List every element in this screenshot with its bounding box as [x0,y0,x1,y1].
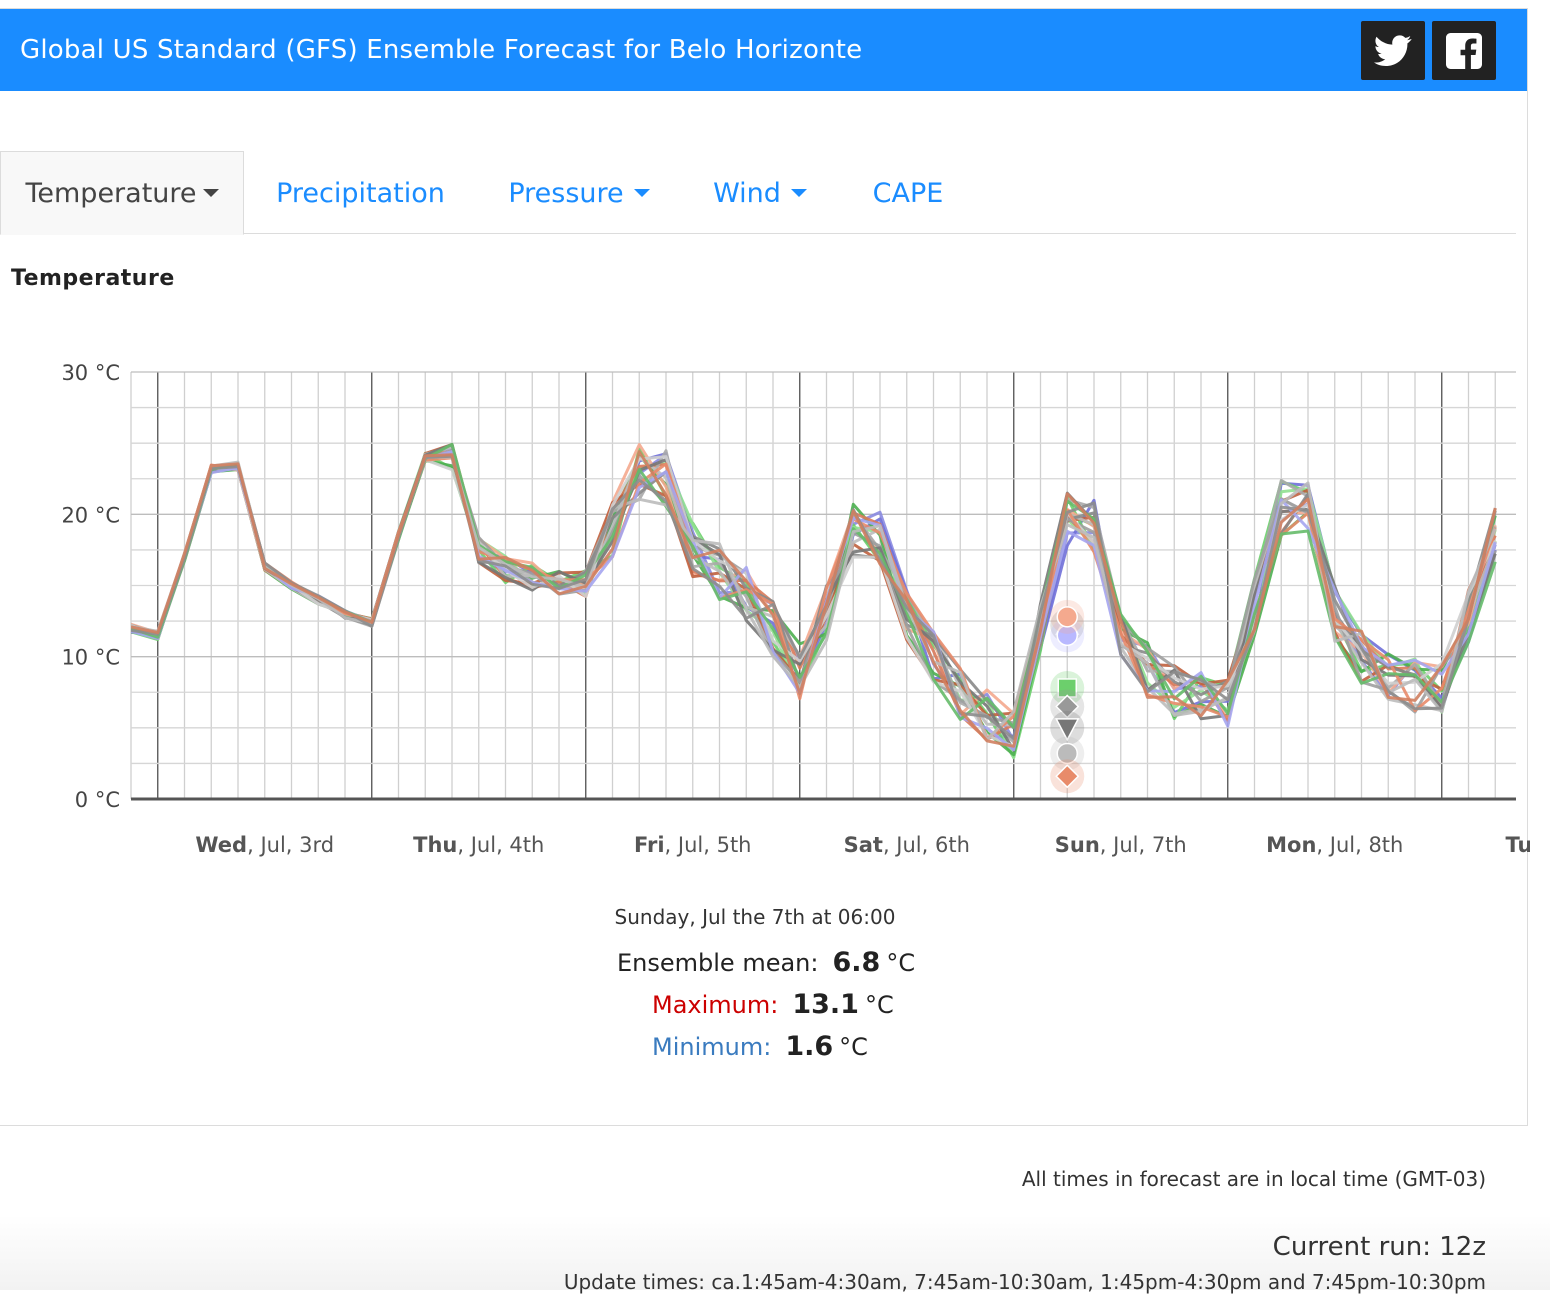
mean-line: Ensemble mean: 6.8 °C [617,947,915,978]
mean-label: Ensemble mean: [617,949,819,977]
tab-label: Wind [713,177,781,209]
x-tick-day: Thu [413,833,457,857]
tab-temperature[interactable]: Temperature [0,151,244,235]
tab-precipitation[interactable]: Precipitation [258,151,463,235]
x-tick-day: Sat [844,833,883,857]
y-tick-label: 30 °C [61,361,120,385]
min-value: 1.6 [785,1031,834,1062]
max-value: 13.1 [792,989,859,1020]
chevron-down-icon [633,189,650,197]
twitter-share-button[interactable] [1361,21,1425,80]
x-tick-day: Tue [1505,833,1530,857]
ensemble-series [131,442,1497,760]
max-label: Maximum: [652,991,779,1019]
x-tick-label: Thu, Jul, 4th [413,833,544,857]
x-tick-day: Sun [1055,833,1100,857]
min-unit: °C [839,1033,868,1061]
x-tick-label: Sun, Jul, 7th [1055,833,1187,857]
facebook-share-button[interactable] [1432,21,1496,80]
twitter-icon [1374,34,1412,66]
x-tick-label: Sat, Jul, 6th [844,833,970,857]
x-tick-date: , Jul, 5th [665,833,752,857]
min-line: Minimum: 1.6 °C [652,1031,868,1062]
x-tick-day: Wed [195,833,247,857]
x-tick-day: Fri [634,833,665,857]
max-line: Maximum: 13.1 °C [652,989,894,1020]
footer-bar [0,1215,1550,1290]
x-tick-label: Wed, Jul, 3rd [195,833,334,857]
y-tick-label: 0 °C [75,788,120,812]
tab-wind[interactable]: Wind [700,151,820,235]
tab-label: Precipitation [276,177,445,209]
y-tick-label: 10 °C [61,646,120,670]
current-run: Current run: 12z [1272,1232,1486,1262]
timezone-note: All times in forecast are in local time … [1021,1167,1486,1191]
x-tick-date: , Jul, 8th [1316,833,1403,857]
mean-value: 6.8 [832,947,881,978]
ensemble-member-line [131,450,1497,748]
readout-time: Sunday, Jul the 7th at 06:00 [614,905,896,929]
facebook-icon [1446,32,1482,69]
chevron-down-icon [202,189,219,197]
x-tick-date: , Jul, 4th [457,833,544,857]
tab-label: Pressure [508,177,624,209]
marker-diamond [1055,764,1080,789]
header-bar: Global US Standard (GFS) Ensemble Foreca… [0,9,1527,91]
y-tick-label: 20 °C [61,503,120,527]
x-tick-day: Mon [1266,833,1316,857]
x-tick-label: Mon, Jul, 8th [1266,833,1403,857]
marker-diamond [1055,694,1080,719]
marker-circle [1056,606,1078,628]
max-unit: °C [864,991,894,1019]
x-tick-date: , Jul, 3rd [247,833,334,857]
tab-label: Temperature [25,177,197,209]
marker-triangle-down [1055,718,1080,742]
chart-section-title: Temperature [11,266,175,291]
tab-bar: Temperature Precipitation Pressure Wind … [0,151,1516,235]
x-tick-label: Fri, Jul, 5th [634,833,752,857]
x-tick-date: , Jul, 6th [883,833,970,857]
min-label: Minimum: [652,1033,772,1061]
marker-circle [1056,742,1078,765]
x-tick-date: , Jul, 7th [1100,833,1187,857]
tab-label: CAPE [872,177,944,209]
page-title: Global US Standard (GFS) Ensemble Foreca… [20,35,863,65]
mean-unit: °C [886,949,916,977]
update-times: Update times: ca.1:45am-4:30am, 7:45am-1… [563,1270,1486,1294]
chevron-down-icon [790,189,807,197]
x-tick-label: Tue, Jul, [1505,833,1530,857]
tab-cape[interactable]: CAPE [855,151,961,235]
tab-pressure[interactable]: Pressure [490,151,668,235]
